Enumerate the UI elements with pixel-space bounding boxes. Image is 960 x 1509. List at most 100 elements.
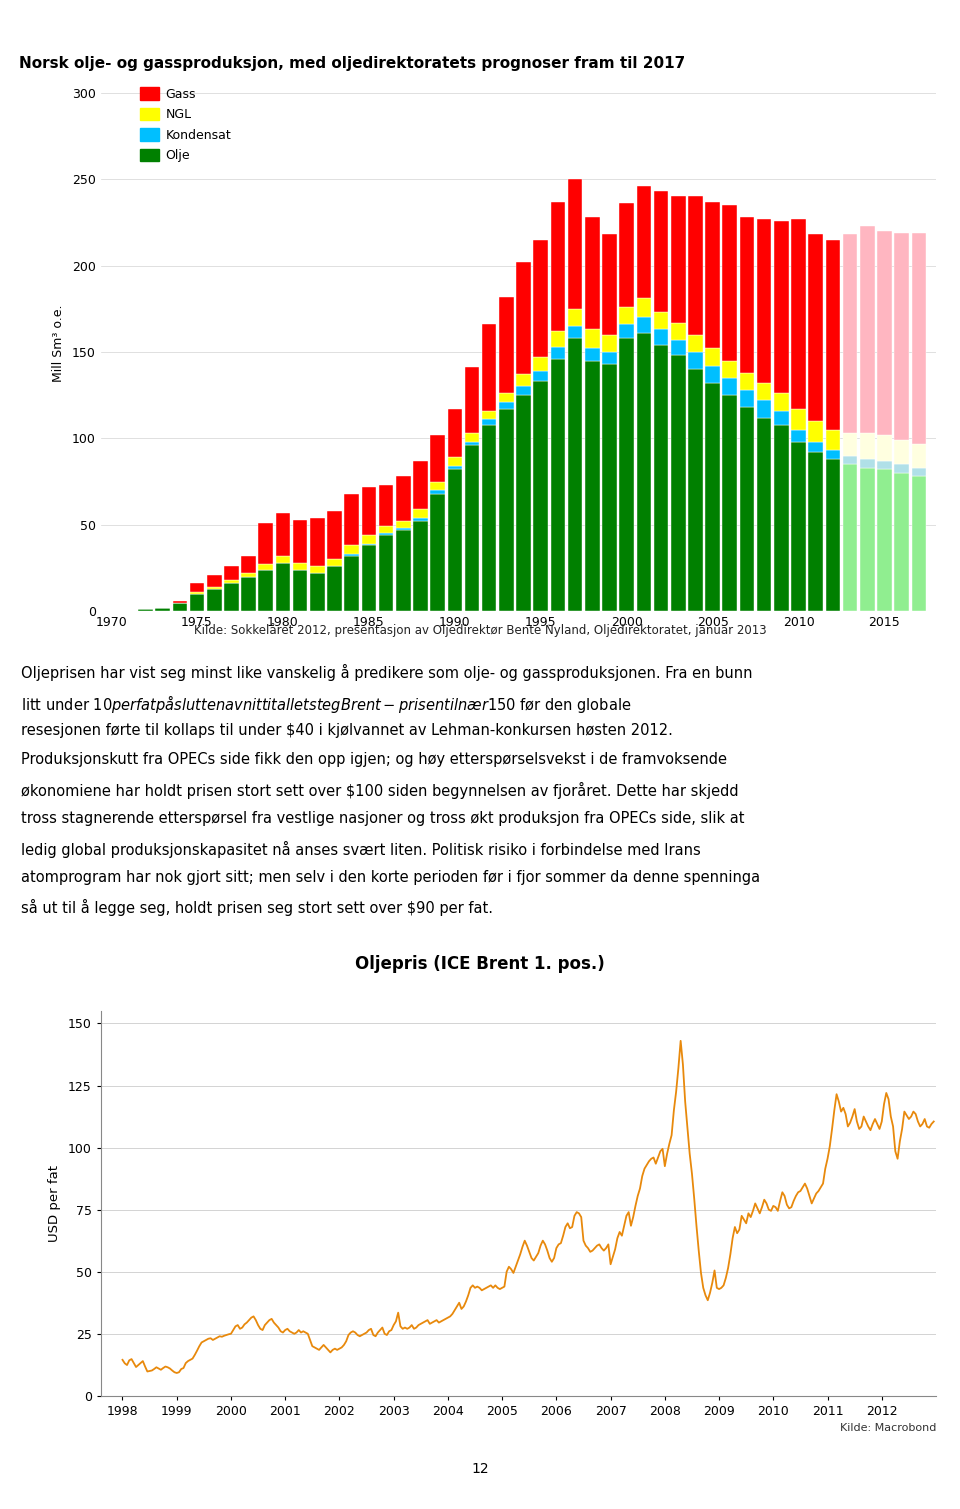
Bar (190, 592, 204, 595)
Bar (190, 595, 204, 611)
Bar (654, 312, 668, 329)
Bar (258, 570, 273, 611)
Bar (723, 377, 737, 395)
Bar (276, 555, 290, 563)
Bar (430, 481, 444, 490)
Text: Kilde: Sokkelåret 2012, presentasjon av Oljedirektør Bente Nyland, Oljedirektora: Kilde: Sokkelåret 2012, presentasjon av … (194, 623, 766, 637)
Bar (860, 226, 875, 433)
Bar (310, 566, 324, 573)
Bar (860, 459, 875, 468)
Bar (293, 570, 307, 611)
Bar (808, 421, 823, 442)
Bar (774, 394, 788, 410)
Y-axis label: USD per fat: USD per fat (48, 1165, 60, 1242)
Bar (911, 232, 926, 444)
Bar (362, 543, 376, 545)
Bar (447, 457, 462, 466)
Bar (671, 340, 685, 356)
Bar (465, 433, 479, 442)
Bar (551, 347, 565, 359)
Text: 12: 12 (471, 1462, 489, 1476)
Bar (173, 601, 187, 602)
Bar (345, 545, 359, 554)
Bar (567, 338, 583, 611)
Bar (396, 530, 411, 611)
Bar (241, 576, 256, 611)
Bar (585, 349, 600, 361)
Bar (516, 374, 531, 386)
Bar (671, 196, 685, 323)
Bar (895, 465, 909, 472)
Bar (602, 352, 616, 364)
Bar (276, 563, 290, 611)
Bar (723, 205, 737, 361)
Bar (826, 450, 840, 459)
Text: så ut til å legge seg, holdt prisen seg stort sett over $90 per fat.: så ut til å legge seg, holdt prisen seg … (21, 899, 493, 916)
Bar (654, 192, 668, 312)
Bar (413, 521, 428, 611)
Bar (379, 527, 394, 533)
Bar (345, 555, 359, 611)
Bar (362, 545, 376, 611)
Bar (723, 361, 737, 377)
Bar (791, 442, 805, 611)
Bar (293, 519, 307, 563)
Bar (808, 442, 823, 453)
Bar (619, 338, 634, 611)
Bar (688, 196, 703, 335)
Bar (602, 234, 616, 335)
Bar (413, 509, 428, 518)
Bar (516, 263, 531, 374)
Bar (877, 469, 892, 611)
Bar (756, 400, 772, 418)
Bar (207, 589, 222, 611)
Bar (619, 324, 634, 338)
Bar (911, 444, 926, 468)
Bar (911, 477, 926, 611)
Bar (447, 466, 462, 469)
Bar (688, 352, 703, 370)
Bar (636, 317, 651, 333)
Text: Norsk olje- og gassproduksjon, med oljedirektoratets prognoser fram til 2017: Norsk olje- og gassproduksjon, med oljed… (19, 56, 685, 71)
Bar (654, 329, 668, 346)
Bar (482, 424, 496, 611)
Bar (567, 309, 583, 326)
Bar (327, 512, 342, 560)
Bar (739, 407, 755, 611)
Bar (327, 560, 342, 566)
Bar (739, 373, 755, 389)
Bar (756, 219, 772, 383)
Bar (826, 459, 840, 611)
Bar (362, 487, 376, 536)
Bar (482, 410, 496, 420)
Bar (224, 584, 239, 611)
Bar (860, 468, 875, 611)
Bar (911, 468, 926, 477)
Bar (396, 528, 411, 530)
Bar (671, 356, 685, 611)
Bar (688, 335, 703, 352)
Bar (791, 409, 805, 430)
Text: Produksjonskutt fra OPECs side fikk den opp igjen; og høy etterspørselsvekst i d: Produksjonskutt fra OPECs side fikk den … (21, 751, 727, 767)
Bar (258, 524, 273, 564)
Bar (585, 361, 600, 611)
Bar (551, 330, 565, 347)
Bar (207, 587, 222, 589)
Bar (585, 217, 600, 329)
Bar (567, 180, 583, 309)
Bar (190, 584, 204, 592)
Bar (447, 409, 462, 457)
Bar (379, 533, 394, 536)
Bar (706, 349, 720, 365)
Bar (619, 306, 634, 324)
Bar (173, 602, 187, 611)
Bar (447, 469, 462, 611)
Bar (516, 395, 531, 611)
Bar (774, 410, 788, 424)
Bar (723, 395, 737, 611)
Bar (739, 389, 755, 407)
Bar (499, 401, 514, 409)
Bar (843, 433, 857, 456)
Bar (499, 394, 514, 401)
Bar (413, 460, 428, 509)
